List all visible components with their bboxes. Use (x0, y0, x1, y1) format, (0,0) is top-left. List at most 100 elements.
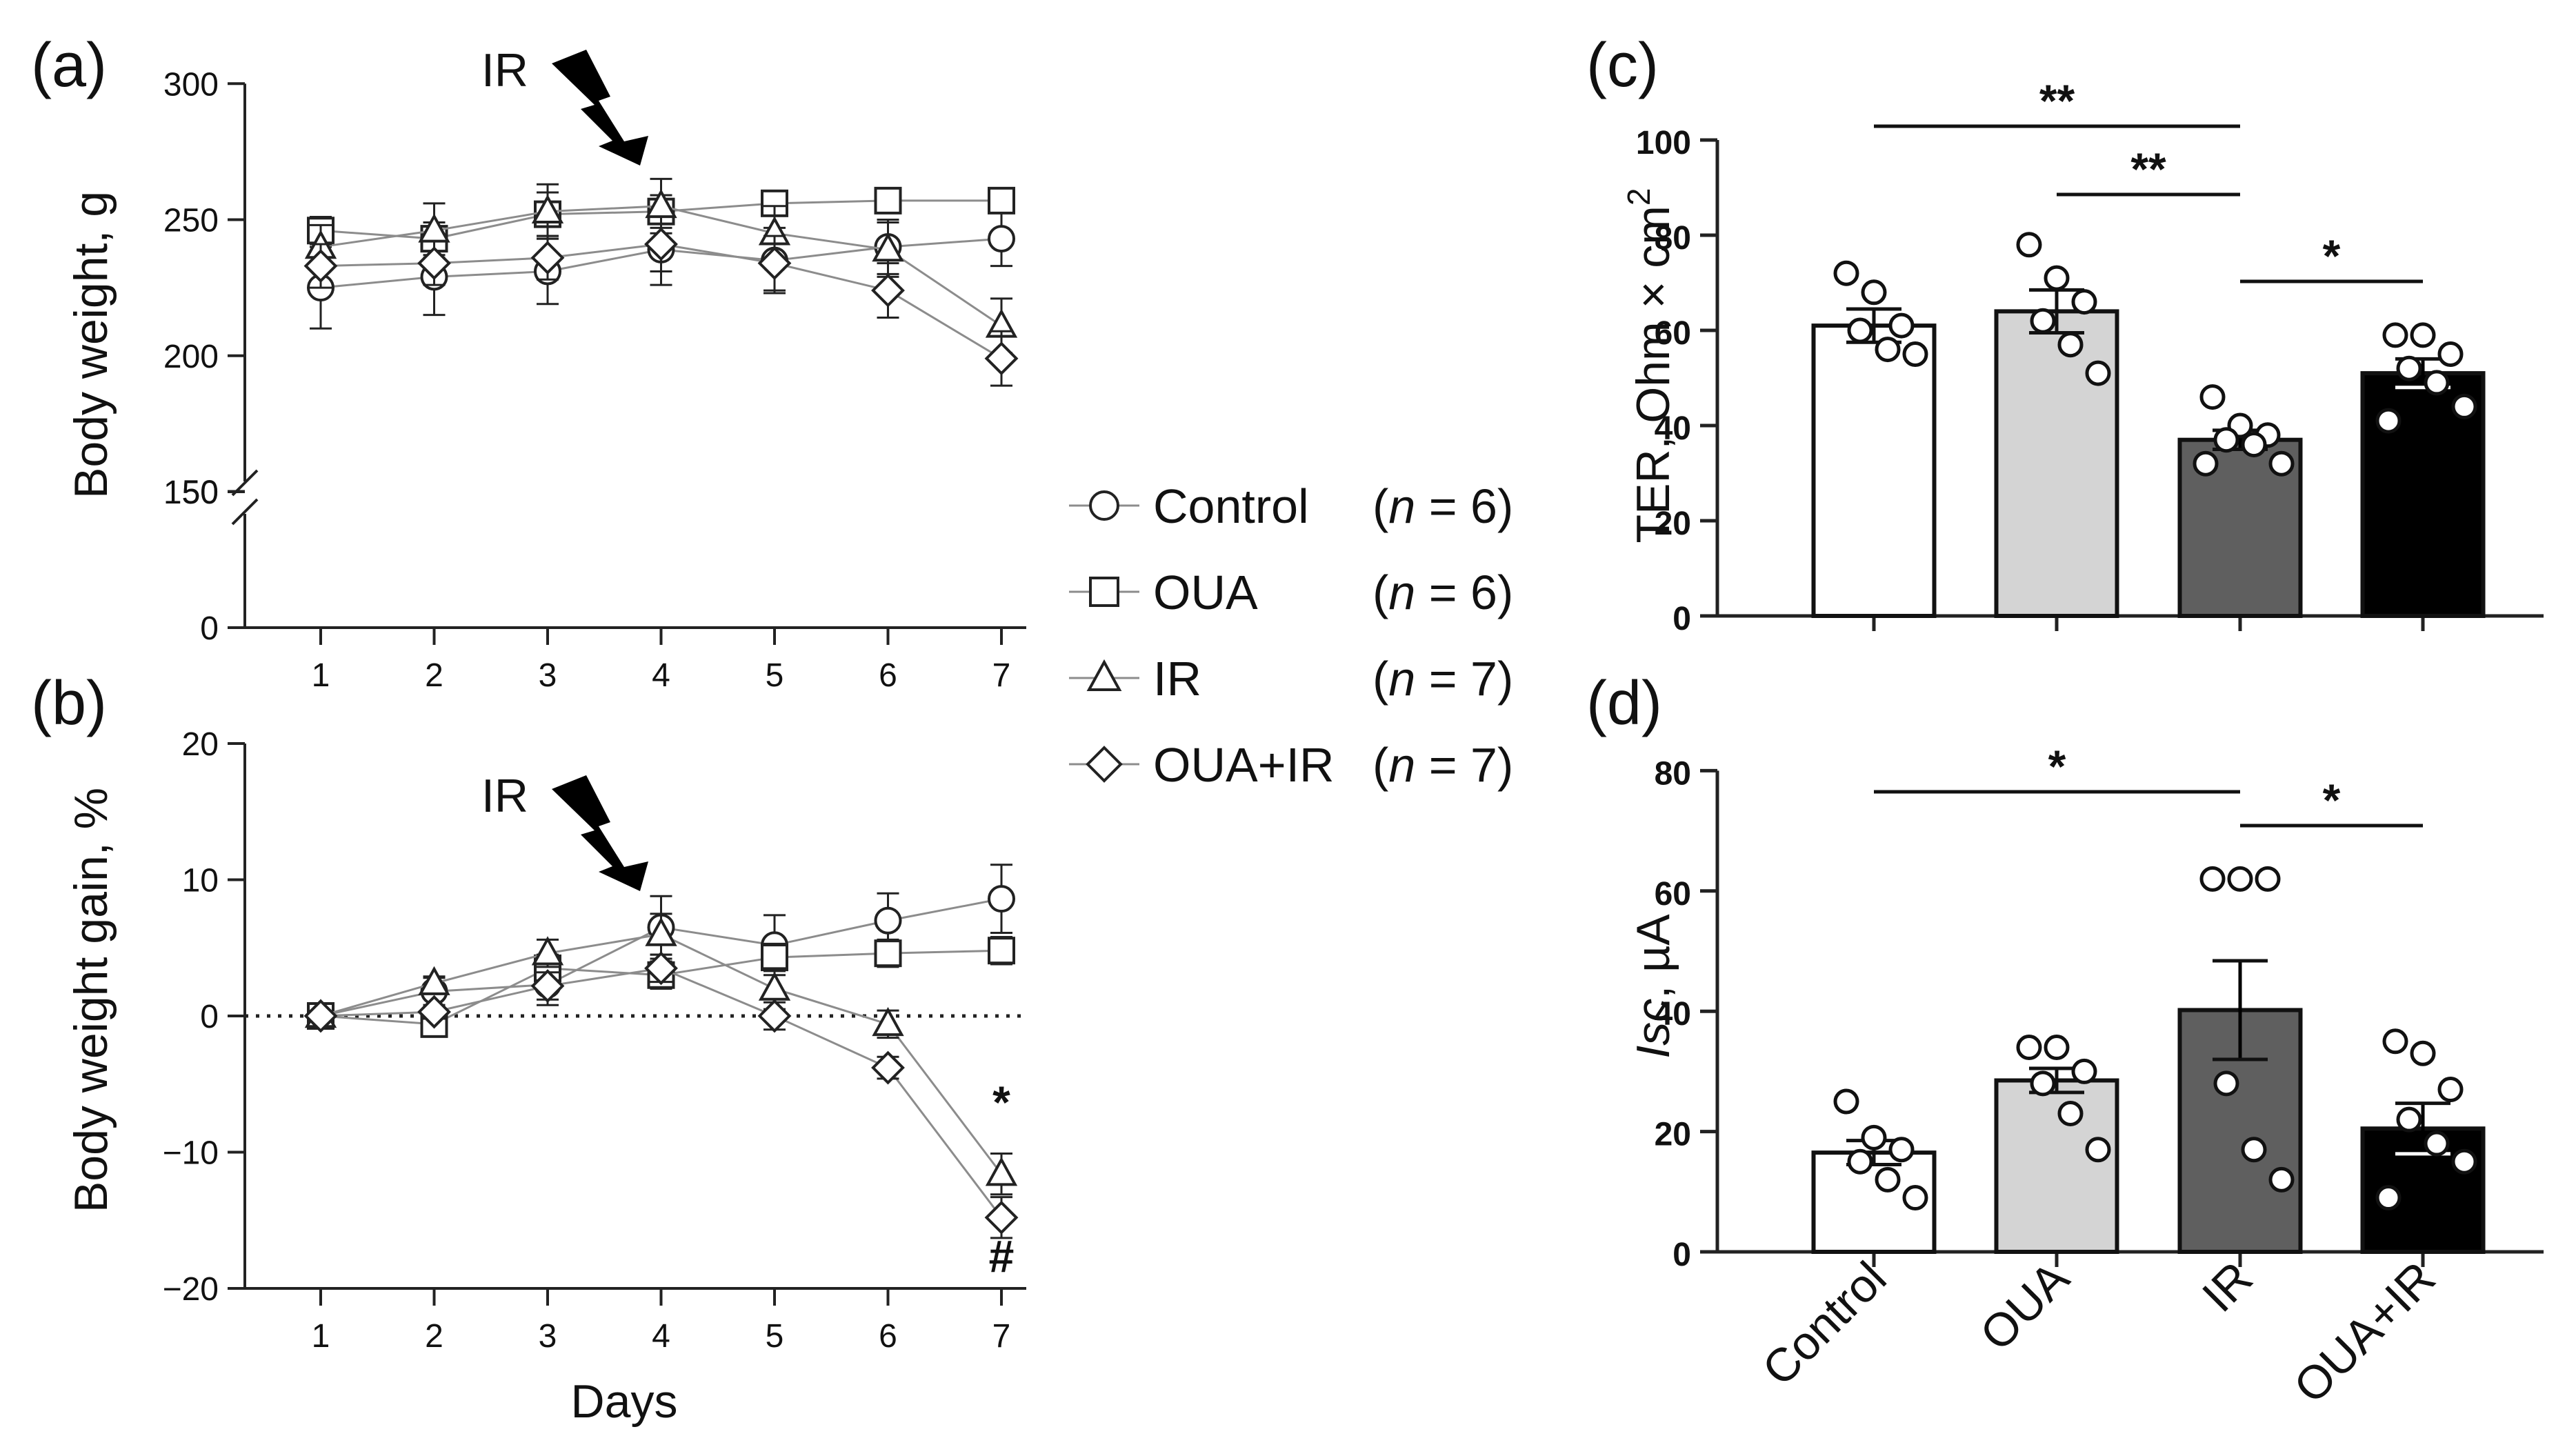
bar-OUA (1994, 1078, 2119, 1254)
legend-n-IR: (n = 7) (1372, 652, 1513, 706)
x-tick-label: 7 (992, 657, 1011, 694)
y-axis-title-c-sup: 2 (1621, 188, 1657, 206)
data-point-IR (2227, 866, 2253, 892)
data-point-IR (2213, 1070, 2239, 1097)
data-point-OUA+IR (984, 1200, 1019, 1235)
y-tick-label: 20 (182, 726, 219, 763)
x-tick-label: 6 (879, 657, 897, 694)
data-point-OUA (2016, 232, 2042, 258)
data-point-IR (2241, 432, 2267, 458)
ir-annotation-a: IR (481, 44, 648, 166)
data-point-OUA+IR (871, 1050, 905, 1085)
x-tick-label: 4 (652, 657, 670, 694)
y-axis-title-d-italic: Isc (1627, 999, 1679, 1059)
lightning-bolt-icon (552, 50, 648, 166)
y-tick-label: 0 (1673, 1237, 1691, 1273)
legend-n-OUA: (n = 6) (1372, 566, 1513, 619)
y-tick-label: 80 (1655, 755, 1691, 792)
data-point-Control (1833, 1088, 1859, 1115)
y-tick-label: 10 (182, 863, 219, 899)
data-point-OUA+IR (2382, 1028, 2408, 1055)
data-point-OUA+IR (2451, 1148, 2477, 1175)
x-category-label: OUA+IR (2284, 1252, 2445, 1413)
y-tick-label: 20 (1655, 1117, 1691, 1153)
legend-label-IR: IR (1153, 652, 1201, 706)
chart-b-body-weight-gain: 20 10 0 −10 −20 1 2 3 4 5 6 7 * # (163, 726, 1026, 1355)
x-tick-label: 3 (539, 1318, 557, 1355)
legend-n-symbol: n (1388, 652, 1415, 706)
data-point-OUA (988, 186, 1015, 215)
significance-label: ** (2130, 143, 2166, 195)
legend-marker-Control (1089, 490, 1119, 521)
data-point-OUA+IR (2396, 355, 2422, 381)
data-point-OUA (874, 186, 902, 215)
y-tick-label: 200 (163, 339, 219, 375)
y-axis-title-d: Isc, µA (1627, 914, 1679, 1059)
data-point-Control (1888, 312, 1915, 339)
data-point-OUA+IR (757, 246, 792, 281)
data-point-OUA+IR (2451, 393, 2477, 419)
legend-label-Control: Control (1153, 479, 1309, 533)
data-point-OUA+IR (2375, 408, 2402, 434)
data-point-OUA+IR (757, 999, 792, 1033)
data-point-IR (758, 971, 791, 1001)
data-point-OUA+IR (2437, 1077, 2464, 1103)
y-axis-title-a: Body weight, g (65, 191, 117, 499)
y-axis-title-b: Body weight gain, % (65, 788, 117, 1213)
panel-label-a: (a) (31, 31, 107, 100)
data-point-OUA+IR (417, 995, 451, 1029)
x-tick-label: 1 (312, 657, 330, 694)
data-point-OUA+IR (2424, 1130, 2450, 1157)
significance-star: * (992, 1077, 1010, 1128)
y-tick-label: 100 (1636, 125, 1691, 161)
data-point-IR (2213, 427, 2239, 453)
data-point-Control (1833, 260, 1859, 286)
y-tick-label: 250 (163, 203, 219, 239)
significance-label: * (2048, 741, 2066, 792)
data-point-Control (1847, 317, 1873, 343)
data-point-OUA+IR (2396, 1106, 2422, 1133)
data-point-OUA (2057, 332, 2084, 358)
data-point-OUA (988, 937, 1015, 965)
y-tick-label: 300 (163, 66, 219, 103)
data-point-IR (2199, 384, 2226, 410)
significance-hash: # (989, 1230, 1015, 1282)
chart-d-isc: 0 20 40 60 80 * * Control OUA IR OUA+IR (1655, 741, 2544, 1413)
ir-label-b: IR (481, 770, 528, 822)
data-point-IR (2268, 1166, 2295, 1193)
data-point-OUA+IR (871, 273, 905, 308)
data-point-OUA (2057, 1100, 2084, 1126)
y-tick-label: 60 (1655, 315, 1691, 352)
legend-n-symbol: n (1388, 479, 1415, 533)
lightning-bolt-icon (552, 775, 648, 891)
legend-n-value: = 7) (1415, 652, 1513, 706)
y-tick-label: −20 (163, 1271, 219, 1308)
data-point-Control (988, 885, 1015, 913)
x-category-label: OUA (1970, 1251, 2079, 1360)
data-point-Control (1861, 279, 1887, 306)
legend-n-paren: ( (1372, 652, 1388, 706)
y-tick-label: 60 (1655, 876, 1691, 913)
x-tick-label: 3 (539, 657, 557, 694)
significance-label: * (2323, 230, 2341, 281)
legend: Control (n = 6)OUA (n = 6)IR (n = 7)OUA+IR(… (1069, 479, 1513, 792)
y-tick-label: 40 (1655, 410, 1691, 447)
data-point-Control (1902, 1185, 1928, 1211)
chart-a-body-weight: 150 200 250 300 0 50 1 2 3 4 5 6 7 (163, 66, 1026, 694)
data-point-IR (2268, 450, 2295, 477)
data-point-IR (2255, 866, 2281, 892)
x-tick-label: 4 (652, 1318, 670, 1355)
y-tick-label: 80 (1655, 220, 1691, 257)
legend-n-paren: ( (1372, 566, 1388, 619)
x-axis-title-b: Days (571, 1375, 678, 1428)
y-tick-label: 40 (1655, 996, 1691, 1033)
data-point-OUA+IR (303, 999, 338, 1033)
data-point-OUA+IR (2410, 1040, 2436, 1066)
data-point-OUA+IR (984, 341, 1019, 376)
ir-label-a: IR (481, 44, 528, 97)
x-tick-label: 5 (766, 657, 784, 694)
panel-label-b: (b) (31, 669, 107, 738)
y-axis-title-c-main: TER, Ohm × cm (1627, 206, 1679, 543)
data-point-OUA (761, 944, 788, 972)
series-line-OUA+IR (320, 967, 1003, 1219)
